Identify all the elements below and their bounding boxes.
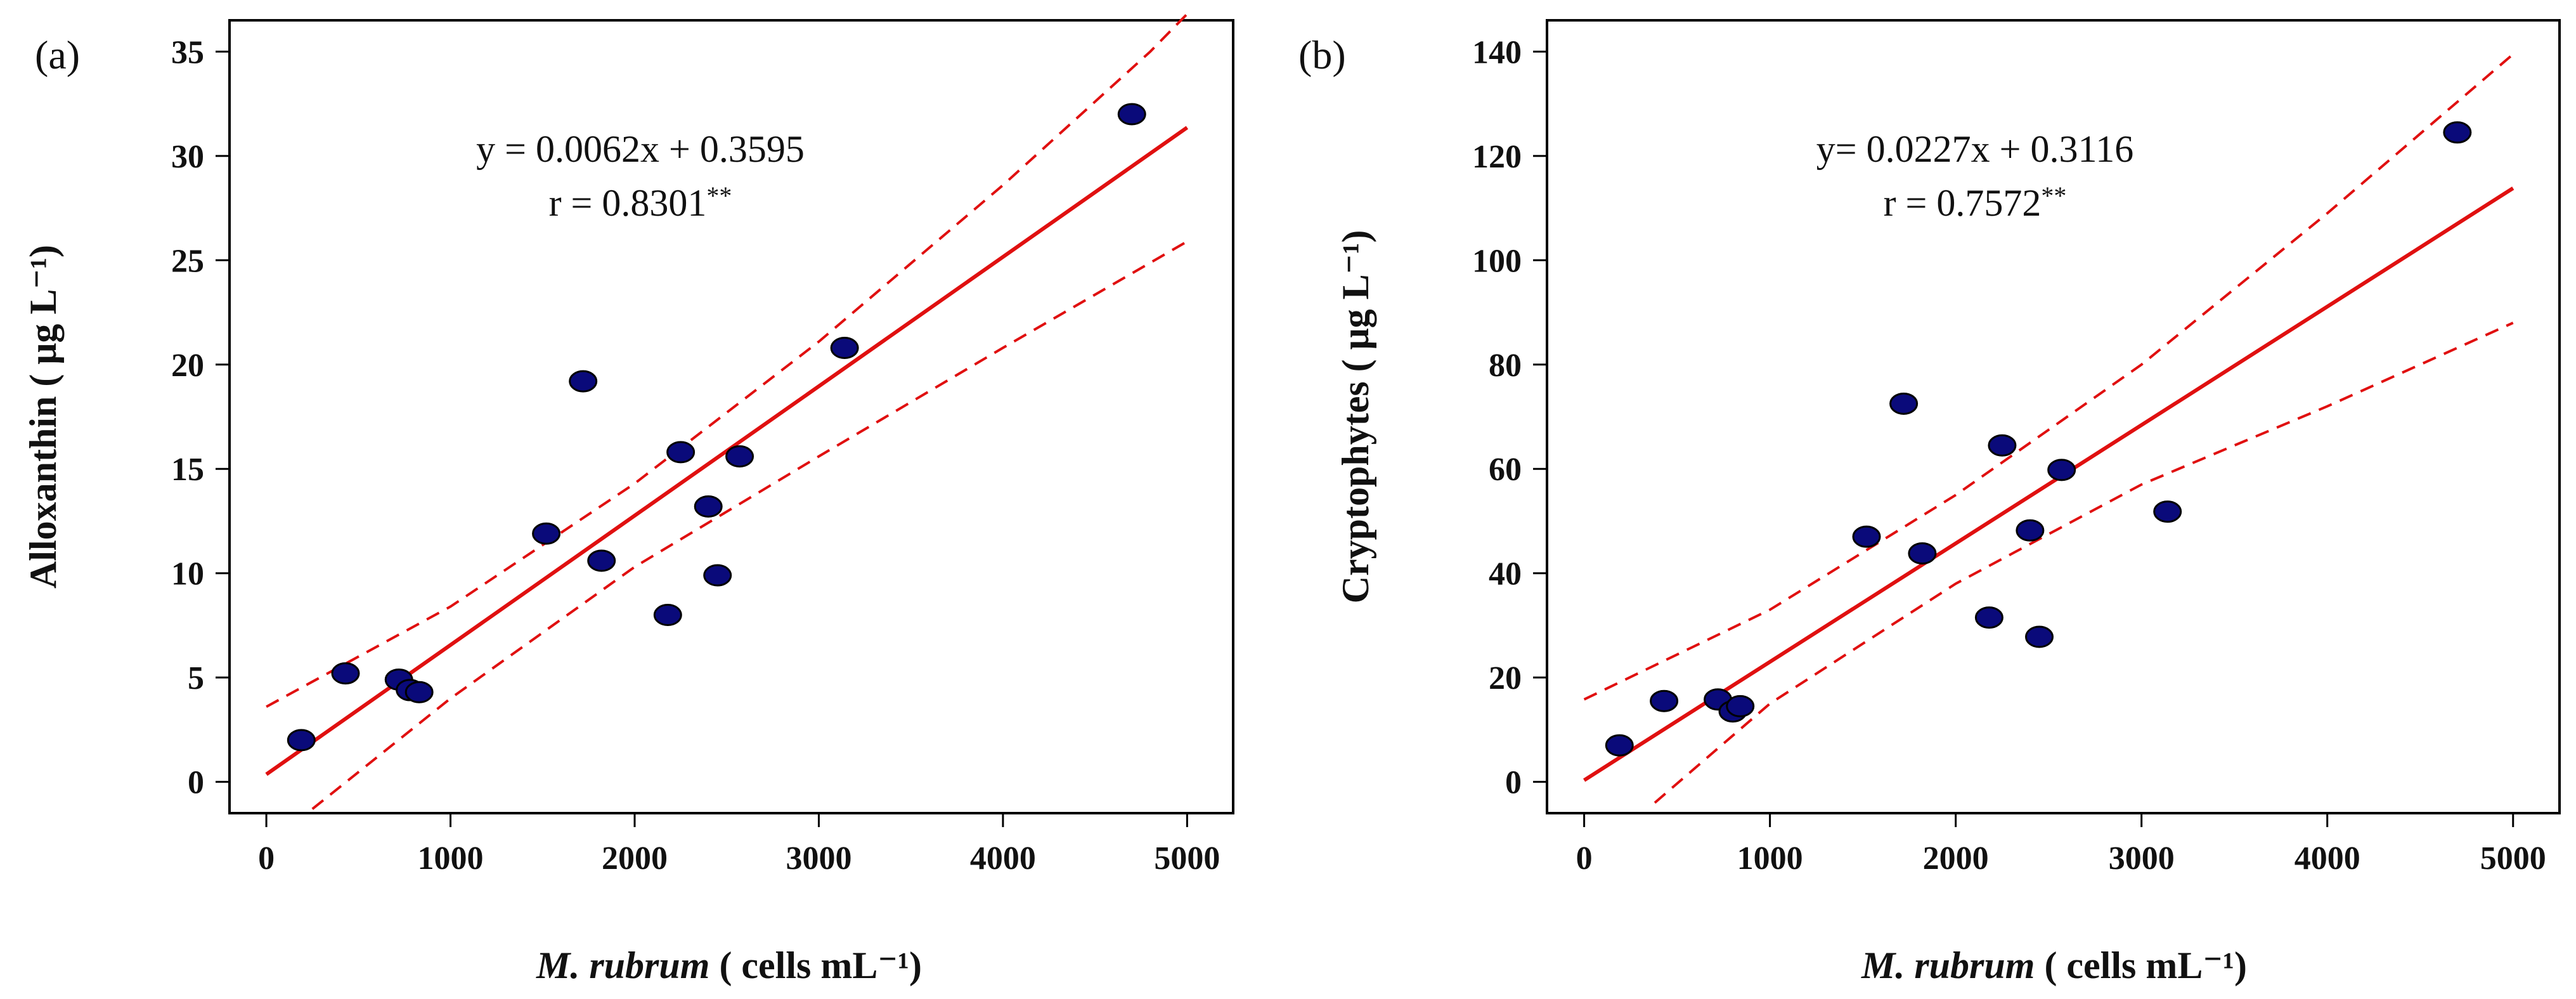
fit-line <box>1582 186 2515 782</box>
y-tick-label: 0 <box>1505 765 1522 801</box>
y-tick-label: 30 <box>171 139 204 175</box>
data-point <box>532 522 561 545</box>
x-tick-label: 1000 <box>418 840 484 877</box>
y-tick-label: 140 <box>1472 34 1522 70</box>
data-point <box>1650 689 1679 712</box>
data-points <box>1605 121 2472 757</box>
regression-line <box>1582 186 2515 782</box>
x-axis-title-units: ( cells mL⁻¹) <box>709 944 922 986</box>
data-point <box>2153 500 2182 523</box>
y-axis-title: Alloxanthin ( μg L⁻¹) <box>22 245 64 589</box>
data-point <box>1852 525 1881 548</box>
data-point <box>703 564 732 587</box>
data-point <box>2443 121 2472 144</box>
y-tick-label: 20 <box>171 348 204 384</box>
x-axis-title-species: M. rubrum <box>536 944 709 986</box>
upper-confidence-band <box>266 13 1188 708</box>
data-point <box>694 495 723 518</box>
data-point <box>587 549 616 572</box>
panel-label: (a) <box>35 32 80 77</box>
y-tick-label: 20 <box>1489 660 1522 696</box>
x-tick-label: 5000 <box>1154 840 1220 877</box>
x-axis-title-species: M. rubrum <box>1861 944 2035 986</box>
panel-a: (a) 0 1000 2000 3000 4000 5000 0 5 10 15 20 25 30 35… <box>22 13 1234 986</box>
correlation-text: r = 0.8301** <box>549 181 732 224</box>
y-axis: 0 20 40 60 80 100 120 140 <box>1472 34 1548 801</box>
confidence-bands <box>266 13 1188 810</box>
x-tick-label: 5000 <box>2480 840 2546 877</box>
x-axis: 0 1000 2000 3000 4000 5000 <box>258 812 1220 877</box>
data-point <box>1974 606 2003 629</box>
x-axis-title: M. rubrum ( cells mL⁻¹) <box>536 944 922 986</box>
data-point <box>2016 519 2045 542</box>
y-tick-label: 120 <box>1472 139 1522 175</box>
confidence-bands <box>1583 53 2515 804</box>
y-tick-label: 60 <box>1489 452 1522 488</box>
panel-b: (b) 0 1000 2000 3000 4000 5000 0 20 40 60 80 100 12… <box>1298 19 2561 986</box>
data-point <box>287 729 316 752</box>
y-tick-label: 40 <box>1489 556 1522 592</box>
y-tick-label: 25 <box>171 243 204 279</box>
x-axis: 0 1000 2000 3000 4000 5000 <box>1576 812 2546 877</box>
data-point <box>1605 734 1634 757</box>
significance-marker: ** <box>706 181 732 210</box>
x-axis-title: M. rubrum ( cells mL⁻¹) <box>1861 944 2247 986</box>
lower-confidence-band <box>311 240 1188 810</box>
regression-line <box>265 126 1189 776</box>
r-value: r = 0.8301 <box>549 182 707 224</box>
lower-confidence-band <box>1654 322 2514 804</box>
data-point <box>1889 392 1919 415</box>
x-tick-label: 4000 <box>2294 840 2360 877</box>
y-axis-title: Cryptophytes ( μg L⁻¹) <box>1335 230 1376 604</box>
x-tick-label: 3000 <box>786 840 851 877</box>
y-axis: 0 5 10 15 20 25 30 35 <box>171 34 231 801</box>
data-point <box>1988 434 2017 457</box>
data-point <box>653 604 682 626</box>
data-point <box>1908 542 1937 565</box>
correlation-text: r = 0.7572** <box>1884 181 2067 224</box>
x-tick-label: 2000 <box>1923 840 1989 877</box>
panel-label: (b) <box>1298 32 1346 77</box>
data-points <box>287 103 1146 752</box>
data-point <box>569 370 598 393</box>
regression-equation: y = 0.0062x + 0.3595 <box>476 128 805 170</box>
data-point <box>2025 625 2054 648</box>
y-tick-label: 5 <box>188 660 204 696</box>
data-point <box>1726 695 1755 717</box>
data-point <box>2047 459 2076 481</box>
data-point <box>1117 103 1146 126</box>
regression-equation: y= 0.0227x + 0.3116 <box>1816 128 2133 170</box>
y-tick-label: 15 <box>171 452 204 488</box>
data-point <box>725 445 754 467</box>
upper-confidence-band <box>1583 53 2515 701</box>
x-tick-label: 1000 <box>1737 840 1803 877</box>
data-point <box>830 336 859 359</box>
data-point <box>331 662 360 685</box>
x-tick-label: 3000 <box>2109 840 2175 877</box>
y-tick-label: 0 <box>188 765 204 801</box>
x-tick-label: 2000 <box>602 840 668 877</box>
y-tick-label: 100 <box>1472 243 1522 279</box>
x-tick-label: 0 <box>1576 840 1593 877</box>
x-axis-title-units: ( cells mL⁻¹) <box>2035 944 2247 986</box>
significance-marker: ** <box>2041 181 2066 210</box>
data-point <box>405 681 434 703</box>
x-tick-label: 4000 <box>970 840 1036 877</box>
data-point <box>666 441 696 464</box>
y-tick-label: 80 <box>1489 348 1522 384</box>
x-tick-label: 0 <box>258 840 275 877</box>
fit-line <box>265 126 1189 776</box>
y-tick-label: 10 <box>171 556 204 592</box>
r-value: r = 0.7572 <box>1884 182 2042 224</box>
y-tick-label: 35 <box>171 34 204 70</box>
